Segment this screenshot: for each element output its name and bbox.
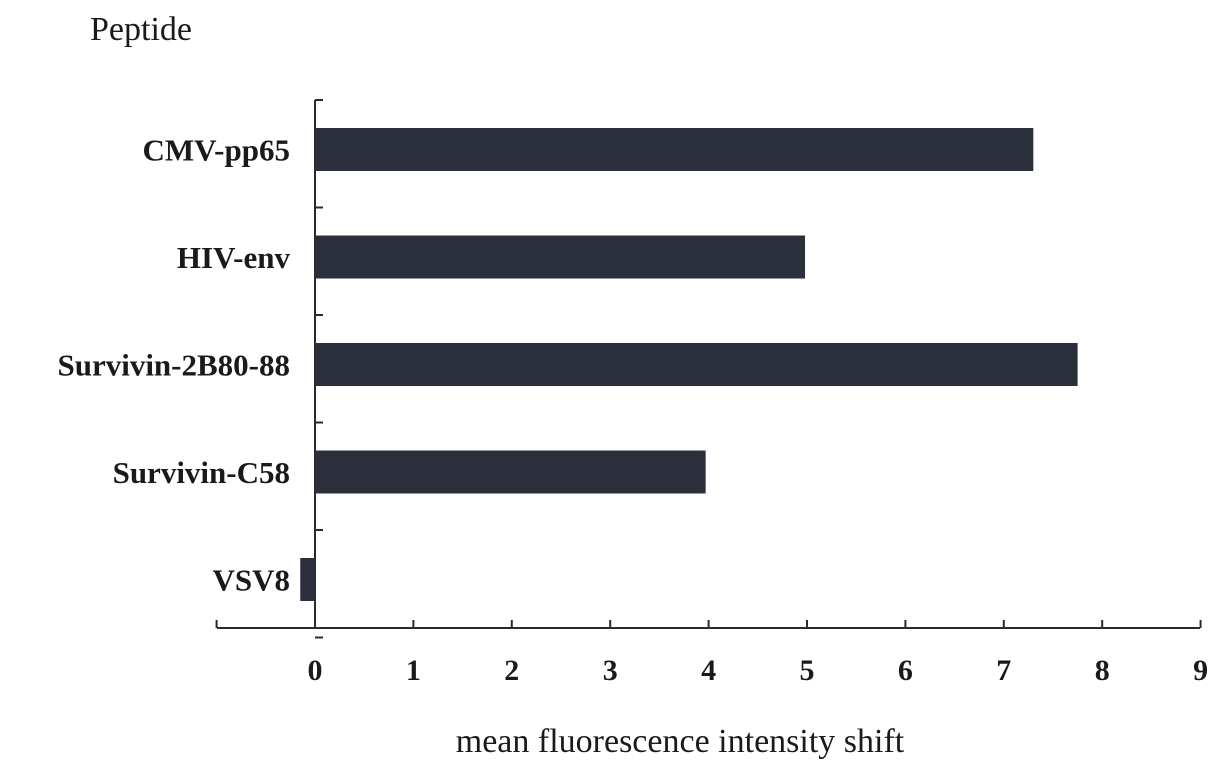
x-tick-label: 8	[1095, 654, 1110, 687]
x-tick-label: 2	[504, 654, 519, 687]
x-axis-tick-labels: 0 1 2 3 4 5 6 7 8 9	[308, 654, 1209, 687]
chart-title: Peptide	[90, 11, 192, 48]
category-labels: CMV-pp65 HIV-env Survivin-2B80-88 Survivin-…	[57, 133, 290, 598]
x-axis-title: mean fluorescence intensity shift	[456, 723, 905, 760]
x-tick-label: 4	[701, 654, 716, 687]
category-label: Survivin-2B80-88	[57, 348, 290, 383]
y-axis-ticks	[315, 99, 323, 639]
bar	[300, 558, 315, 601]
x-tick-label: 9	[1193, 654, 1208, 687]
category-label: CMV-pp65	[142, 133, 290, 168]
category-label: VSV8	[212, 563, 290, 598]
bar	[315, 343, 1078, 386]
x-tick-label: 6	[898, 654, 913, 687]
bar	[315, 450, 706, 494]
x-tick-label: 3	[603, 654, 618, 687]
x-tick-label: 0	[308, 654, 323, 687]
category-label: HIV-env	[177, 240, 291, 275]
bars	[300, 128, 1078, 601]
bar	[315, 128, 1034, 171]
x-axis-ticks	[215, 620, 1202, 628]
bar	[315, 235, 806, 279]
x-tick-label: 5	[800, 654, 815, 687]
x-tick-label: 7	[996, 654, 1011, 687]
category-label: Survivin-C58	[113, 455, 290, 490]
x-tick-label: 1	[406, 654, 421, 687]
